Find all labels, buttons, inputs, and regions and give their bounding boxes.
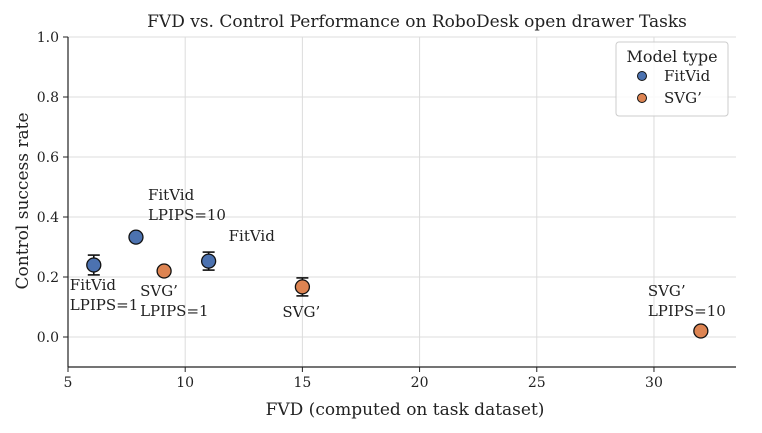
- point-annotation: FitVid: [70, 276, 117, 294]
- y-tick-label: 0.8: [37, 90, 59, 106]
- x-tick-label: 25: [528, 375, 546, 391]
- legend: Model type FitVid SVG’: [615, 41, 729, 117]
- point-annotation: LPIPS=1: [140, 302, 208, 320]
- axes: [63, 36, 736, 372]
- tick-labels: 5 10 15 20 25 30 0.0 0.2 0.4 0.6 0.8 1.0: [37, 30, 663, 391]
- data-point-fitvid-2: [128, 229, 144, 245]
- legend-marker: [637, 71, 647, 81]
- data-point-fitvid-1: [86, 257, 102, 273]
- y-tick-label: 0.2: [37, 270, 59, 286]
- point-annotation: LPIPS=10: [648, 302, 726, 320]
- x-tick-label: 15: [293, 375, 311, 391]
- point-annotation: LPIPS=10: [148, 206, 226, 224]
- point-annotation: LPIPS=1: [70, 296, 138, 314]
- data-points: [86, 229, 709, 339]
- x-tick-label: 30: [645, 375, 663, 391]
- point-annotation: SVG’: [648, 282, 686, 300]
- point-annotation: FitVid: [148, 186, 195, 204]
- error-bars: [87, 251, 309, 297]
- point-annotation: FitVid: [229, 227, 276, 245]
- x-axis-title: FVD (computed on task dataset): [266, 400, 545, 420]
- point-annotations: FitVidLPIPS=1FitVidLPIPS=10FitVidSVG’LPI…: [70, 186, 726, 321]
- data-point-fitvid-3: [200, 253, 217, 269]
- chart-title: FVD vs. Control Performance on RoboDesk …: [147, 12, 687, 32]
- x-tick-label: 5: [64, 375, 73, 391]
- point-annotation: SVG’: [282, 303, 320, 321]
- legend-label: FitVid: [664, 67, 711, 85]
- y-tick-label: 0.6: [37, 150, 59, 166]
- legend-marker: [637, 93, 647, 103]
- point-annotation: SVG’: [140, 282, 178, 300]
- y-axis-title: Control success rate: [13, 112, 33, 289]
- data-point-svg-3: [693, 323, 709, 339]
- data-point-svg-2: [294, 279, 311, 295]
- y-tick-label: 0.4: [37, 210, 59, 226]
- y-tick-label: 1.0: [37, 30, 59, 46]
- data-point-svg-1: [156, 263, 172, 279]
- y-tick-label: 0.0: [37, 330, 59, 346]
- x-tick-label: 20: [411, 375, 429, 391]
- x-tick-label: 10: [176, 375, 194, 391]
- legend-title: Model type: [626, 47, 717, 66]
- legend-label: SVG’: [664, 89, 702, 107]
